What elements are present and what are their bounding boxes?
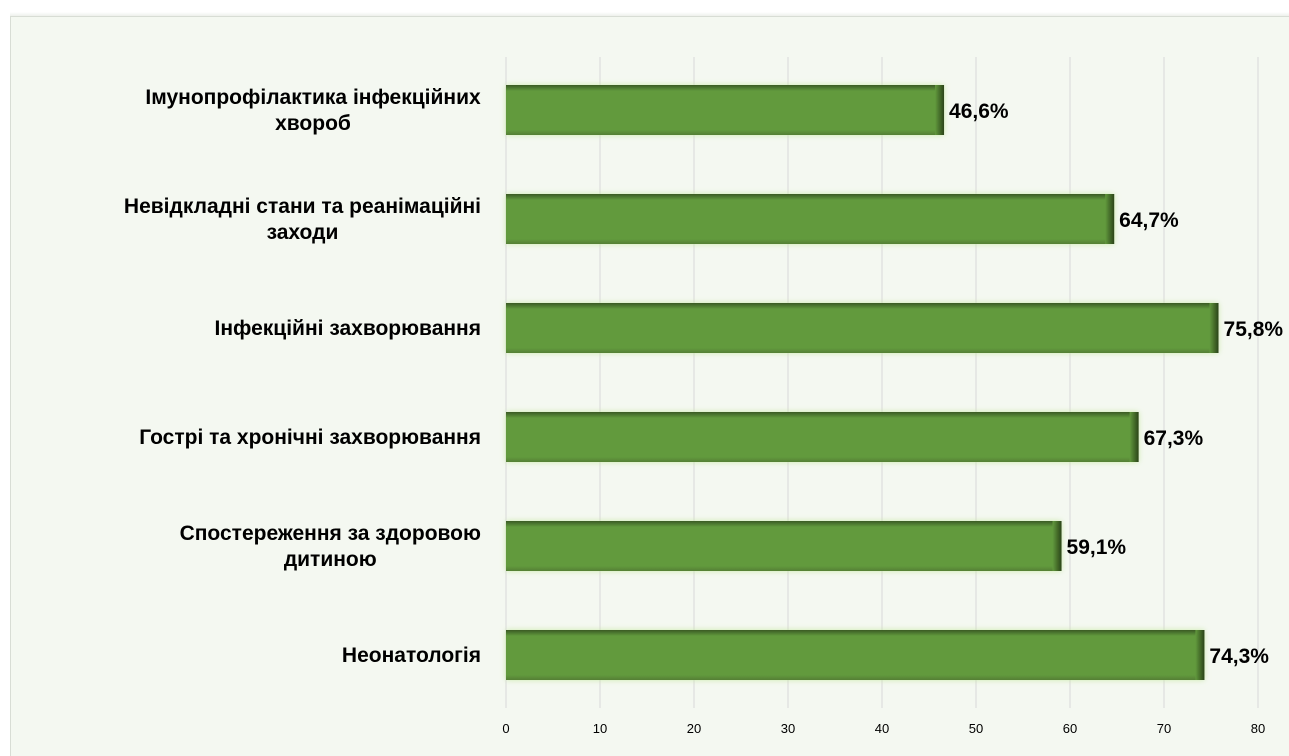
category-label-0: Імунопрофілактика інфекційних хвороб — [145, 86, 481, 135]
x-tick-label-10: 10 — [593, 721, 607, 736]
bar-4 — [506, 521, 1062, 571]
bar-0 — [506, 85, 945, 135]
value-label-2: 75,8% — [1224, 318, 1284, 341]
x-tick-label-20: 20 — [687, 721, 701, 736]
chart-frame-top-shadow — [10, 12, 1289, 16]
x-tick-label-80: 80 — [1251, 721, 1265, 736]
value-label-0: 46,6% — [949, 100, 1009, 123]
x-tick-label-70: 70 — [1157, 721, 1171, 736]
x-tick-label-50: 50 — [969, 721, 983, 736]
bar-5 — [506, 630, 1205, 680]
category-label-1: Невідкладні стани та реанімаційні заходи — [124, 195, 481, 244]
value-label-1: 64,7% — [1119, 209, 1179, 232]
category-label-2: Інфекційні захворювання — [215, 317, 482, 340]
bar-1 — [506, 194, 1115, 244]
bar-2 — [506, 303, 1219, 353]
x-tick-label-30: 30 — [781, 721, 795, 736]
value-label-5: 74,3% — [1209, 645, 1269, 668]
x-tick-label-40: 40 — [875, 721, 889, 736]
bar-3 — [506, 412, 1139, 462]
x-tick-label-60: 60 — [1063, 721, 1077, 736]
value-label-4: 59,1% — [1067, 536, 1127, 559]
category-label-5: Неонатологія — [342, 644, 481, 667]
value-label-3: 67,3% — [1144, 427, 1204, 450]
x-tick-label-0: 0 — [502, 721, 509, 736]
category-label-3: Гострі та хронічні захворювання — [139, 426, 481, 449]
category-label-4: Спостереження за здоровою дитиною — [180, 522, 481, 571]
